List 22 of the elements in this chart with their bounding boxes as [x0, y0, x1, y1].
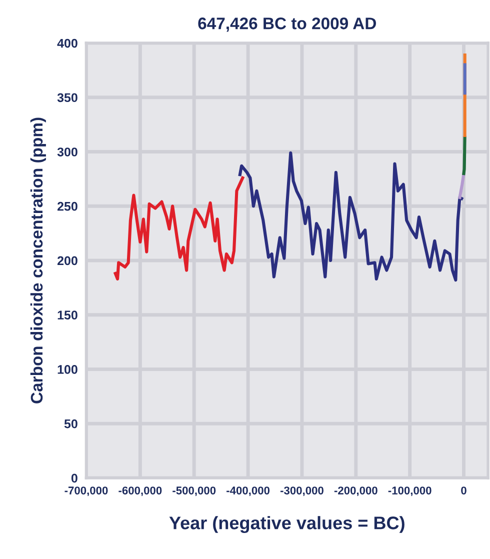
chart-title: 647,426 BC to 2009 AD	[198, 18, 376, 32]
y-tick-label: 100	[58, 365, 78, 374]
x-tick-label: -500,000	[172, 486, 216, 496]
line-series	[238, 151, 464, 282]
y-axis-title: Carbon dioxide concentration (ppm)	[30, 118, 46, 404]
x-tick-label: -400,000	[226, 486, 270, 496]
y-tick-label: 400	[57, 38, 78, 48]
y-tick-label: 0	[71, 474, 78, 483]
x-tick-label: -300,000	[280, 486, 324, 496]
x-tick-label: -200,000	[334, 486, 378, 496]
x-axis-title: Year (negative values = BC)	[169, 516, 404, 533]
y-tick-label: 150	[58, 310, 78, 320]
y-tick-label: 50	[64, 419, 78, 428]
line-series	[114, 176, 244, 281]
y-tick-label: 350	[57, 93, 78, 102]
y-tick-label: 200	[57, 256, 78, 266]
x-tick-label: 0	[461, 486, 466, 494]
x-tick-label: -600,000	[118, 486, 162, 496]
x-tick-label: -700,000	[64, 486, 108, 496]
y-tick-label: 300	[57, 148, 78, 156]
x-tick-label: -100,000	[388, 486, 432, 496]
y-tick-label: 250	[57, 202, 78, 211]
